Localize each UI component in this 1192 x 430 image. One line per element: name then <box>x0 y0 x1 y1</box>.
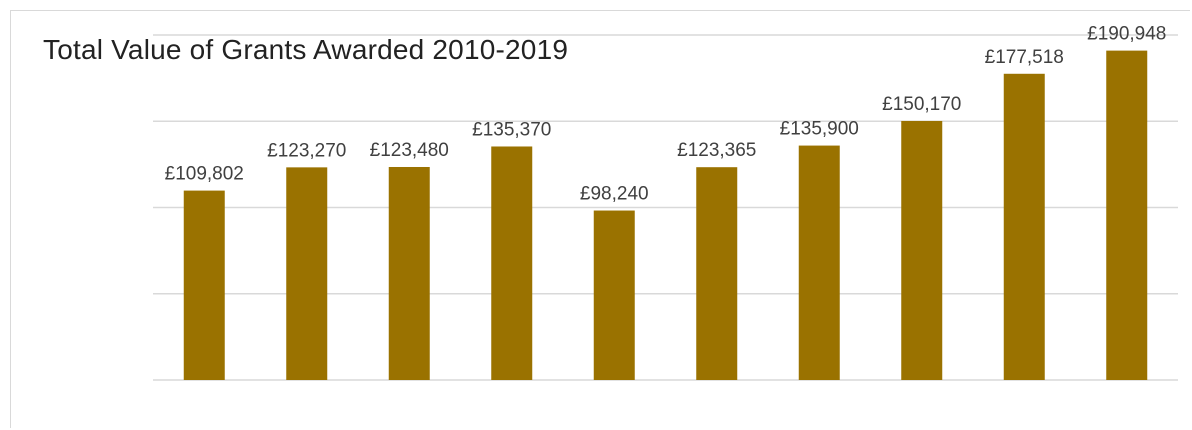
data-labels: £109,802 £123,270 £123,480 £135,370 £98,240 £… <box>165 24 1167 205</box>
bar-value-label: £135,370 <box>472 119 551 140</box>
bar-value-label: £135,900 <box>780 119 859 140</box>
bar-value-label: £150,170 <box>882 94 961 115</box>
bar-value-label: £177,518 <box>985 47 1064 68</box>
bar-value-label: £123,365 <box>677 140 756 161</box>
bar-value-label: £190,948 <box>1087 24 1166 45</box>
chart-title: Total Value of Grants Awarded 2010-2019 <box>43 34 569 65</box>
bars <box>183 50 1148 381</box>
bar <box>696 167 738 380</box>
bar <box>388 166 430 380</box>
bar <box>183 190 225 380</box>
bar <box>286 167 328 380</box>
bar <box>901 120 943 380</box>
bar-value-label: £98,240 <box>580 184 649 205</box>
bar-value-label: £109,802 <box>165 164 244 185</box>
bar <box>593 210 635 380</box>
bar <box>1003 73 1045 381</box>
bar <box>798 145 840 380</box>
bar-value-label: £123,270 <box>267 140 346 161</box>
bar-value-label: £123,480 <box>370 140 449 161</box>
bar <box>1106 50 1148 381</box>
bar <box>491 146 533 380</box>
